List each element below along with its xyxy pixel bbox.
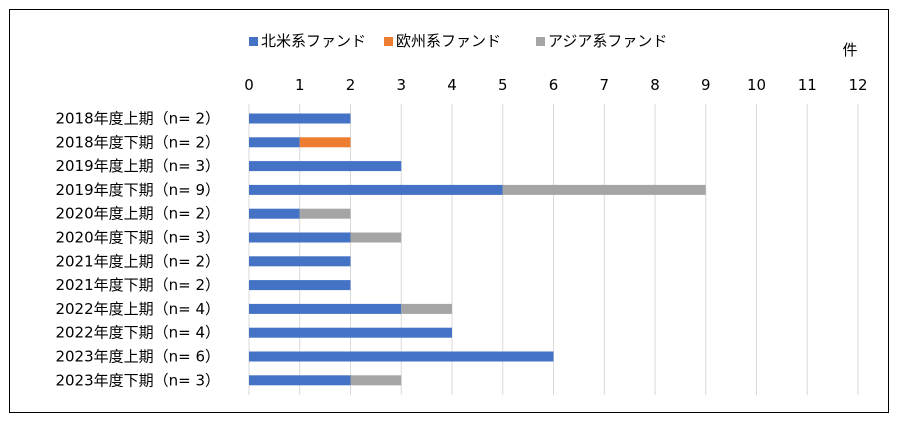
legend-label: 欧州系ファンド	[396, 32, 501, 50]
x-tick-label: 11	[798, 76, 817, 94]
category-label: 2019年度上期（n= 3）	[55, 157, 220, 175]
bar-segment	[249, 327, 452, 338]
legend: 北米系ファンド 欧州系ファンド アジア系ファンド	[249, 32, 667, 50]
bar-segment	[249, 184, 503, 195]
x-tick-label: 7	[599, 76, 609, 94]
category-label: 2020年度下期（n= 3）	[55, 229, 220, 247]
category-label: 2021年度上期（n= 2）	[55, 252, 220, 270]
category-label: 2022年度上期（n= 4）	[55, 300, 220, 318]
x-tick-label: 6	[549, 76, 559, 94]
bar-segment	[350, 232, 402, 243]
x-tick-label: 8	[650, 76, 660, 94]
chart-frame: 北米系ファンド 欧州系ファンド アジア系ファンド 件 0 1 2 3 4 5 6 7 8 9 10 11 1…	[9, 9, 889, 413]
stacked-bar-chart: 北米系ファンド 欧州系ファンド アジア系ファンド 件 0 1 2 3 4 5 6 7 8 9 10 11 1…	[55, 32, 868, 395]
bar-segment	[299, 137, 351, 148]
bar-segment	[249, 351, 554, 362]
bar-segment	[249, 303, 402, 314]
legend-label: 北米系ファンド	[261, 32, 366, 50]
category-labels: 2018年度上期（n= 2） 2018年度下期（n= 2） 2019年度上期（n= …	[55, 110, 220, 390]
category-label: 2018年度下期（n= 2）	[55, 133, 220, 151]
bar-segment	[249, 113, 351, 124]
category-label: 2018年度上期（n= 2）	[55, 110, 220, 128]
x-tick-labels: 0 1 2 3 4 5 6 7 8 9 10 11 12	[244, 76, 867, 94]
bar-segment	[249, 161, 402, 172]
bar-segment	[299, 208, 351, 219]
bar-segment	[350, 375, 402, 386]
x-tick-label: 1	[295, 76, 305, 94]
legend-swatch	[536, 37, 545, 46]
bar-segment	[249, 280, 351, 291]
category-label: 2020年度上期（n= 2）	[55, 205, 220, 223]
category-label: 2022年度下期（n= 4）	[55, 324, 220, 342]
x-tick-label: 10	[747, 76, 766, 94]
x-tick-label: 9	[701, 76, 711, 94]
bar-segment	[249, 232, 351, 243]
bar-segment	[502, 184, 706, 195]
bar-segment	[401, 303, 452, 314]
x-tick-label: 12	[848, 76, 867, 94]
category-label: 2023年度上期（n= 6）	[55, 348, 220, 366]
bar-segment	[249, 137, 300, 148]
category-label: 2019年度下期（n= 9）	[55, 181, 220, 199]
x-tick-label: 3	[396, 76, 406, 94]
legend-swatch	[384, 37, 393, 46]
bars	[249, 113, 706, 386]
gridlines	[248, 104, 859, 395]
legend-swatch	[249, 37, 258, 46]
bar-segment	[249, 208, 300, 219]
category-label: 2023年度下期（n= 3）	[55, 371, 220, 389]
legend-label: アジア系ファンド	[548, 32, 667, 50]
x-tick-label: 4	[447, 76, 457, 94]
category-label: 2021年度下期（n= 2）	[55, 276, 220, 294]
x-tick-label: 5	[498, 76, 508, 94]
x-tick-label: 2	[346, 76, 356, 94]
x-tick-label: 0	[244, 76, 254, 94]
unit-label: 件	[842, 41, 857, 59]
bar-segment	[249, 375, 351, 386]
bar-segment	[249, 256, 351, 267]
